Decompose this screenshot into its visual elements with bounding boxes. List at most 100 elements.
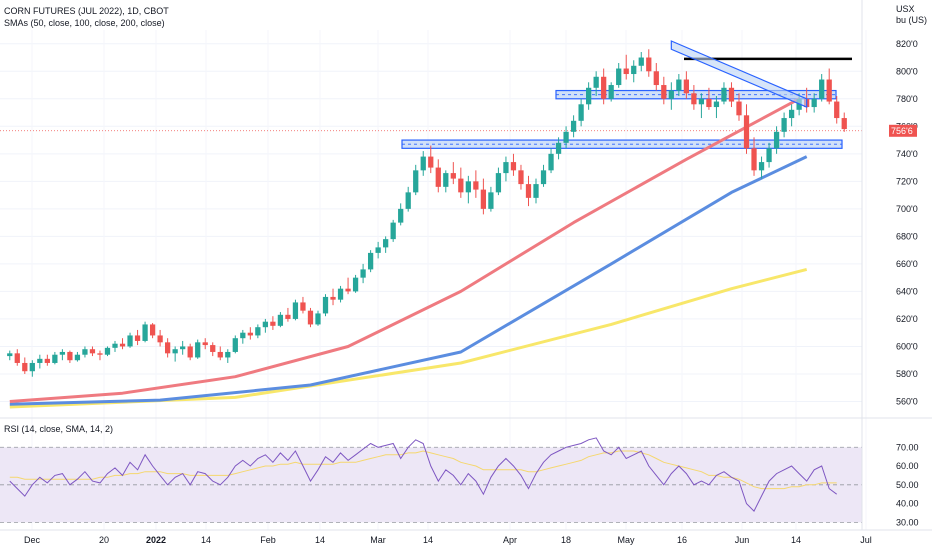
candle-down bbox=[826, 79, 832, 102]
last-price-label: 756'6 bbox=[891, 126, 913, 136]
candle-down bbox=[149, 324, 156, 336]
last-price-badge bbox=[889, 124, 917, 137]
candle-up bbox=[713, 101, 720, 108]
candle-up bbox=[7, 353, 13, 357]
x-tick-label: Apr bbox=[503, 535, 517, 545]
candle-up bbox=[262, 321, 268, 328]
candle-up bbox=[608, 85, 614, 99]
candle-up bbox=[488, 192, 494, 209]
candle-down bbox=[134, 335, 141, 341]
y-tick-label: 820'0 bbox=[896, 39, 918, 49]
candle-up bbox=[195, 342, 201, 358]
candle-up bbox=[59, 351, 66, 355]
candle-down bbox=[210, 345, 216, 352]
rsi-lines bbox=[9, 437, 837, 512]
candle-up bbox=[811, 98, 817, 108]
candle-up bbox=[548, 153, 554, 171]
candle-down bbox=[510, 162, 517, 171]
candle-up bbox=[390, 222, 396, 240]
sma-legend: SMAs (50, close, 100, close, 200, close) bbox=[4, 18, 165, 28]
x-tick-label: 16 bbox=[677, 535, 687, 545]
candle-down bbox=[834, 101, 840, 119]
candle-down bbox=[119, 343, 126, 347]
candle-down bbox=[601, 76, 607, 99]
candle-up bbox=[52, 354, 58, 363]
x-tick-label: May bbox=[617, 535, 635, 545]
candle-up bbox=[398, 208, 404, 223]
candle-up bbox=[375, 247, 381, 253]
candle-down bbox=[22, 362, 28, 372]
candle-down bbox=[525, 184, 532, 198]
unit-label: USX bbox=[896, 4, 915, 14]
candle-down bbox=[44, 358, 50, 363]
candle-up bbox=[495, 173, 502, 193]
x-tick-label: Jul bbox=[860, 535, 872, 545]
candle-up bbox=[292, 302, 299, 319]
axes: 560'0 580'0 600'0 620'0 640'0 660'0 680'0 700'0… bbox=[24, 39, 919, 545]
candle-up bbox=[698, 98, 705, 105]
candle-up bbox=[638, 57, 644, 66]
moving-averages bbox=[9, 97, 808, 409]
candle-down bbox=[330, 296, 336, 300]
candle-up bbox=[337, 288, 344, 300]
candle-up bbox=[721, 87, 727, 102]
rsi-ma-line bbox=[9, 450, 837, 490]
candle-up bbox=[37, 358, 43, 363]
candle-up bbox=[533, 184, 539, 198]
candle-up bbox=[29, 362, 35, 372]
candle-down bbox=[14, 353, 20, 363]
candle-down bbox=[345, 288, 351, 292]
candle-down bbox=[473, 181, 479, 190]
y-tick-label: 800'0 bbox=[896, 66, 918, 76]
candle-down bbox=[661, 85, 667, 99]
y-tick-label: 720'0 bbox=[896, 176, 918, 186]
candle-down bbox=[691, 93, 697, 105]
rsi-legend: RSI (14, close, SMA, 14, 2) bbox=[4, 424, 113, 434]
x-tick-label: Mar bbox=[370, 535, 386, 545]
candle-down bbox=[706, 98, 712, 108]
candle-up bbox=[503, 162, 509, 174]
candle-down bbox=[67, 351, 73, 361]
x-tick-label: Jun bbox=[735, 535, 750, 545]
candle-up bbox=[616, 68, 622, 86]
rsi-band bbox=[0, 446, 862, 523]
y-tick-label: 580'0 bbox=[896, 369, 918, 379]
candle-down bbox=[728, 87, 735, 102]
candle-up bbox=[668, 90, 674, 99]
candle-up bbox=[766, 148, 772, 163]
candle-up bbox=[232, 338, 238, 352]
candle-down bbox=[307, 310, 314, 325]
candle-up bbox=[322, 296, 329, 314]
candle-down bbox=[435, 167, 441, 187]
candle-up bbox=[420, 156, 426, 171]
candle-up bbox=[225, 351, 231, 358]
candle-down bbox=[217, 351, 223, 358]
y-tick-label: 560'0 bbox=[896, 396, 918, 406]
candle-down bbox=[458, 178, 464, 193]
candle-up bbox=[405, 192, 411, 209]
candle-up bbox=[352, 277, 359, 292]
candle-down bbox=[653, 71, 659, 86]
candle-up bbox=[240, 332, 246, 339]
y-tick-label: 700'0 bbox=[896, 204, 918, 214]
x-tick-label: 18 bbox=[561, 535, 571, 545]
y-tick-label: 620'0 bbox=[896, 314, 918, 324]
candle-up bbox=[112, 343, 118, 348]
y-tick-label: 680'0 bbox=[896, 231, 918, 241]
x-tick-label: Dec bbox=[24, 535, 41, 545]
candle-up bbox=[413, 170, 419, 193]
candle-down bbox=[89, 349, 96, 354]
x-tick-label: 14 bbox=[423, 535, 433, 545]
candle-down bbox=[285, 314, 291, 319]
candle-up bbox=[540, 170, 547, 185]
candle-down bbox=[646, 57, 652, 72]
unit-sublabel: bu (US) bbox=[896, 15, 927, 25]
candle-up bbox=[74, 354, 81, 361]
x-tick-label: 2022 bbox=[146, 535, 166, 545]
drawings bbox=[670, 40, 852, 108]
candle-up bbox=[773, 131, 780, 149]
candle-up bbox=[127, 335, 133, 347]
candle-down bbox=[428, 156, 434, 168]
candle-down bbox=[751, 148, 757, 171]
